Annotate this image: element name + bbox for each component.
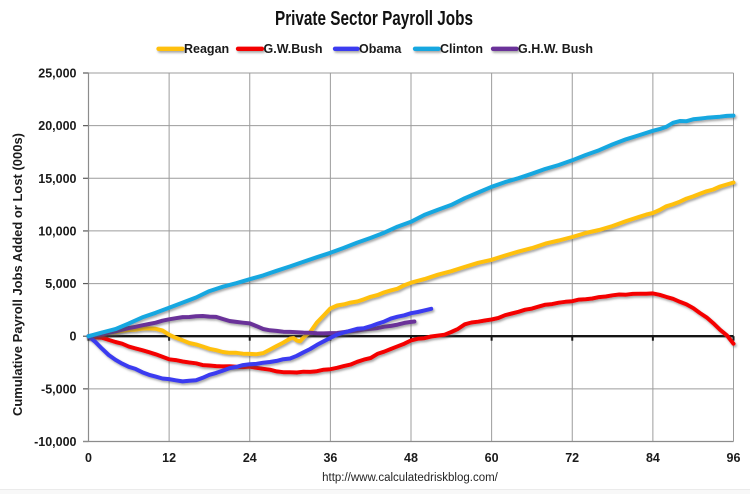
- svg-text:72: 72: [565, 451, 579, 465]
- svg-text:0: 0: [85, 451, 92, 465]
- svg-text:G.H.W. Bush: G.H.W. Bush: [518, 42, 593, 56]
- svg-text:-5,000: -5,000: [41, 382, 76, 396]
- svg-text:G.W.Bush: G.W.Bush: [264, 42, 323, 56]
- svg-text:0: 0: [70, 330, 77, 344]
- svg-text:Cumulative Payroll Jobs Added: Cumulative Payroll Jobs Added or Lost (0…: [11, 133, 25, 416]
- svg-text:Private Sector Payroll Jobs: Private Sector Payroll Jobs: [275, 8, 473, 30]
- svg-text:15,000: 15,000: [38, 172, 76, 186]
- svg-text:5,000: 5,000: [45, 277, 76, 291]
- svg-text:-10,000: -10,000: [34, 435, 76, 449]
- svg-text:20,000: 20,000: [38, 119, 76, 133]
- svg-text:48: 48: [404, 451, 418, 465]
- svg-text:12: 12: [162, 451, 176, 465]
- svg-text:http://www.calculatedriskblog.: http://www.calculatedriskblog.com/: [322, 472, 499, 484]
- svg-text:96: 96: [727, 451, 741, 465]
- svg-text:10,000: 10,000: [38, 224, 76, 238]
- svg-text:36: 36: [323, 451, 337, 465]
- svg-text:Reagan: Reagan: [184, 42, 229, 56]
- svg-text:Obama: Obama: [359, 42, 402, 56]
- svg-text:25,000: 25,000: [38, 67, 76, 81]
- svg-text:Clinton: Clinton: [440, 42, 483, 56]
- svg-text:84: 84: [646, 451, 660, 465]
- svg-text:60: 60: [485, 451, 499, 465]
- svg-text:24: 24: [243, 451, 257, 465]
